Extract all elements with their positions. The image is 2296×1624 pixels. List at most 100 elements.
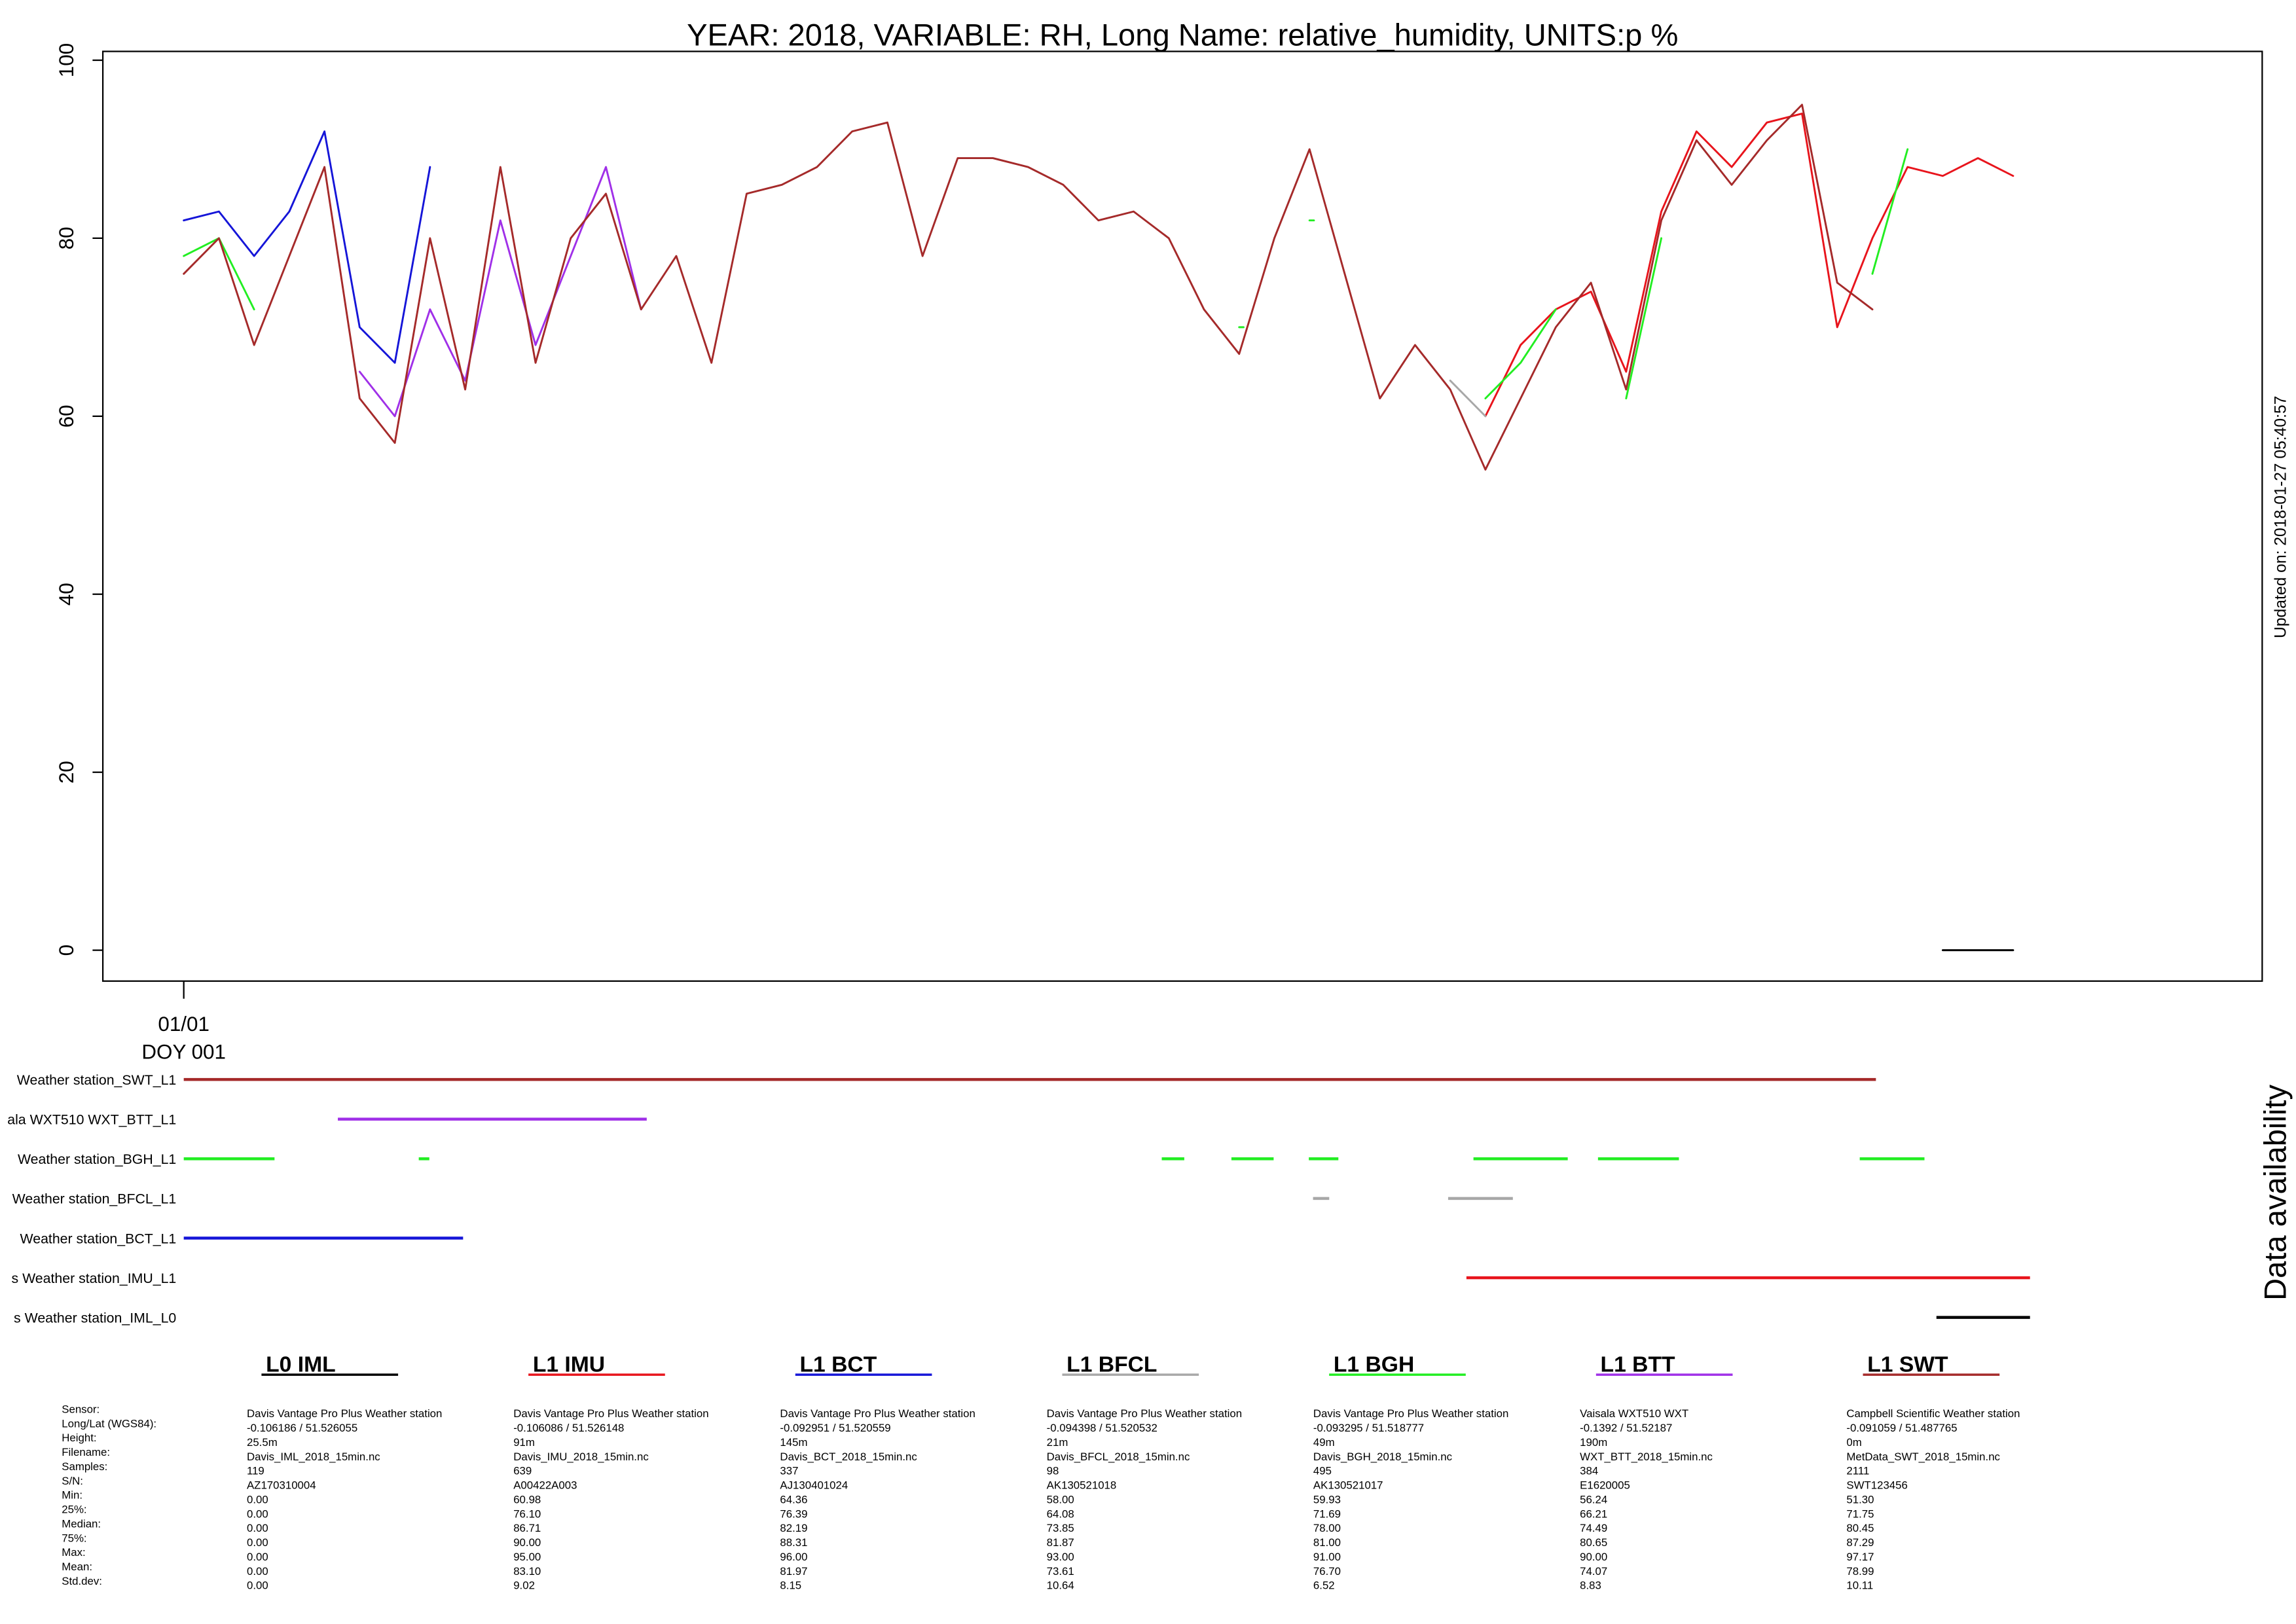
y-tick-label: 60 xyxy=(55,405,78,427)
availability-segment xyxy=(1309,1157,1339,1161)
legend-label: L1 SWT xyxy=(1867,1353,1948,1377)
table-cell: 87.29 xyxy=(1846,1536,1874,1549)
table-cell: 0m xyxy=(1846,1436,1861,1449)
table-cell: -0.092951 / 51.520559 xyxy=(780,1422,890,1434)
table-cell: -0.1392 / 51.52187 xyxy=(1580,1422,1672,1434)
table-cell: 71.75 xyxy=(1846,1507,1874,1520)
row-label: Weather station_BCT_L1 xyxy=(20,1231,177,1246)
table-cell: WXT_BTT_2018_15min.nc xyxy=(1580,1451,1713,1463)
table-cell: 0.00 xyxy=(247,1579,268,1592)
table-cell: 91.00 xyxy=(1313,1551,1341,1563)
legend-label: L1 BCT xyxy=(800,1353,877,1377)
table-cell: 74.49 xyxy=(1580,1522,1607,1534)
table-row-label: Mean: xyxy=(62,1561,92,1573)
table-cell: -0.091059 / 51.487765 xyxy=(1846,1422,1957,1434)
line-series xyxy=(358,166,642,418)
table-cell: 51.30 xyxy=(1846,1493,1874,1506)
availability-segment xyxy=(1448,1197,1513,1200)
table-cell: 90.00 xyxy=(513,1536,541,1549)
line-series xyxy=(1625,237,1663,400)
table-cell: 21m xyxy=(1047,1436,1068,1449)
table-cell: 86.71 xyxy=(513,1522,541,1534)
table-cell: 10.64 xyxy=(1047,1579,1074,1592)
table-cell: Davis_IML_2018_15min.nc xyxy=(247,1451,380,1463)
row-label: ala WXT510 WXT_BTT_L1 xyxy=(7,1112,176,1128)
table-cell: 97.17 xyxy=(1846,1551,1874,1563)
table-row-label: Min: xyxy=(62,1489,82,1502)
table-cell: 60.98 xyxy=(513,1493,541,1506)
table-row-label: Median: xyxy=(62,1517,101,1530)
table-cell: 9.02 xyxy=(513,1579,535,1592)
table-cell: 49m xyxy=(1313,1436,1335,1449)
line-series xyxy=(1484,308,1557,400)
table-cell: 145m xyxy=(780,1436,807,1449)
table-cell: 74.07 xyxy=(1580,1565,1607,1578)
table-cell: 59.93 xyxy=(1313,1493,1341,1506)
table-cell: 96.00 xyxy=(780,1551,807,1563)
table-cell: Davis Vantage Pro Plus Weather station xyxy=(1047,1407,1242,1420)
legend-label: L1 BTT xyxy=(1601,1353,1675,1377)
table-cell: 90.00 xyxy=(1580,1551,1607,1563)
table-row-label: Filename: xyxy=(62,1446,110,1458)
availability-segment xyxy=(183,1157,275,1161)
table-cell: 78.99 xyxy=(1846,1565,1874,1578)
table-cell: 64.36 xyxy=(780,1493,807,1506)
table-row-label: Std.dev: xyxy=(62,1575,102,1587)
table-cell: Davis Vantage Pro Plus Weather station xyxy=(1313,1407,1508,1420)
row-label: Weather station_SWT_L1 xyxy=(17,1072,176,1088)
table-cell: 93.00 xyxy=(1047,1551,1074,1563)
table-cell: 190m xyxy=(1580,1436,1607,1449)
table-cell: 91m xyxy=(513,1436,535,1449)
table-row-label: S/N: xyxy=(62,1475,83,1487)
table-cell: 495 xyxy=(1313,1465,1332,1477)
table-cell: Davis_BGH_2018_15min.nc xyxy=(1313,1451,1452,1463)
table-row-label: 25%: xyxy=(62,1504,86,1516)
legend-label: L1 IMU xyxy=(533,1353,605,1377)
row-label: s Weather station_IMU_L1 xyxy=(12,1271,177,1286)
line-series xyxy=(183,130,431,364)
table-cell: -0.106186 / 51.526055 xyxy=(247,1422,357,1434)
table-cell: 56.24 xyxy=(1580,1493,1607,1506)
table-cell: Davis_BFCL_2018_15min.nc xyxy=(1047,1451,1190,1463)
table-cell: 64.08 xyxy=(1047,1507,1074,1520)
table-cell: 80.65 xyxy=(1580,1536,1607,1549)
table-cell: 8.83 xyxy=(1580,1579,1601,1592)
table-cell: AJ130401024 xyxy=(780,1479,848,1492)
plot-frame xyxy=(101,50,2263,982)
table-cell: 384 xyxy=(1580,1465,1598,1477)
table-cell: 25.5m xyxy=(247,1436,278,1449)
availability-segment xyxy=(338,1117,647,1121)
table-cell: 95.00 xyxy=(513,1551,541,1563)
availability-segment xyxy=(1313,1197,1330,1200)
y-tick-label: 0 xyxy=(55,945,78,956)
x-tick-sublabel: DOY 001 xyxy=(141,1041,226,1064)
table-cell: 8.15 xyxy=(780,1579,801,1592)
line-series xyxy=(1484,113,2014,418)
table-cell: 66.21 xyxy=(1580,1507,1607,1520)
availability-segment xyxy=(1466,1276,2030,1280)
table-cell: Davis Vantage Pro Plus Weather station xyxy=(780,1407,975,1420)
table-cell: 0.00 xyxy=(247,1507,268,1520)
table-cell: Campbell Scientific Weather station xyxy=(1846,1407,2020,1420)
availability-segment xyxy=(1231,1157,1274,1161)
table-cell: A00422A003 xyxy=(513,1479,577,1492)
table-cell: 0.00 xyxy=(247,1493,268,1506)
table-cell: 83.10 xyxy=(513,1565,541,1578)
availability-segment xyxy=(1936,1316,2030,1319)
table-cell: 76.39 xyxy=(780,1507,807,1520)
table-cell: 58.00 xyxy=(1047,1493,1074,1506)
line-series xyxy=(1449,380,1487,418)
table-cell: 0.00 xyxy=(247,1565,268,1578)
row-label: s Weather station_IML_L0 xyxy=(14,1310,176,1326)
y-tick-label: 20 xyxy=(55,761,78,784)
row-label: Weather station_BGH_L1 xyxy=(18,1151,176,1167)
table-cell: 88.31 xyxy=(780,1536,807,1549)
table-cell: AK130521017 xyxy=(1313,1479,1383,1492)
line-series xyxy=(183,103,1874,471)
legend-label: L0 IML xyxy=(266,1353,336,1377)
table-cell: 119 xyxy=(247,1465,264,1477)
table-cell: 76.10 xyxy=(513,1507,541,1520)
availability-segment xyxy=(418,1157,429,1161)
